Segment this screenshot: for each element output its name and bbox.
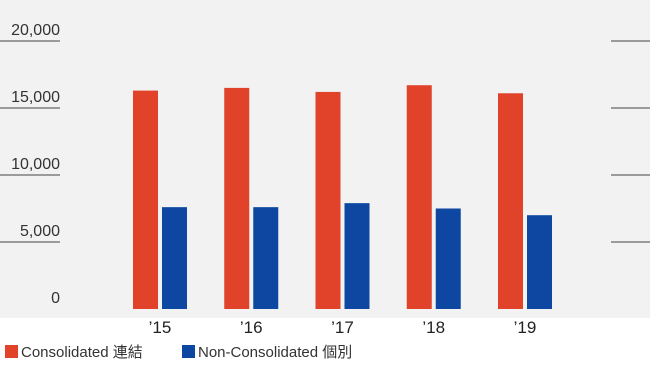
bar-non-consolidated — [527, 215, 552, 309]
bar-consolidated — [406, 85, 432, 309]
y-tick-label: 20,000 — [11, 22, 60, 39]
bar-consolidated — [315, 91, 341, 309]
y-tick-label: 15,000 — [11, 89, 60, 106]
right-tick-marks — [611, 40, 650, 243]
x-tick-label: ’19 — [514, 318, 537, 337]
legend-swatch — [182, 345, 195, 358]
bar-non-consolidated — [344, 203, 370, 309]
legend-label: Consolidated 連結 — [21, 344, 143, 361]
bar-consolidated — [498, 93, 523, 309]
y-tick-label: 10,000 — [11, 156, 60, 173]
x-tick-label: ’17 — [331, 318, 354, 337]
x-tick-label: ’18 — [422, 318, 445, 337]
legend: Consolidated 連結 Non-Consolidated 個別 — [5, 344, 352, 361]
bars — [133, 85, 552, 310]
y-axis: 0 5,000 10,000 15,000 20,000 — [0, 22, 60, 307]
y-tick-label: 0 — [51, 290, 60, 307]
bar-non-consolidated — [162, 207, 187, 309]
x-tick-label: ’16 — [240, 318, 263, 337]
bar-non-consolidated — [435, 208, 461, 309]
x-tick-label: ’15 — [149, 318, 172, 337]
bar-consolidated — [133, 90, 158, 309]
bar-non-consolidated — [253, 207, 279, 309]
x-axis: ’15 ’16 ’17 ’18 ’19 — [149, 318, 537, 337]
legend-swatch — [5, 345, 18, 358]
bar-consolidated — [224, 87, 250, 310]
y-tick-label: 5,000 — [20, 223, 60, 240]
legend-label: Non-Consolidated 個別 — [198, 344, 352, 361]
